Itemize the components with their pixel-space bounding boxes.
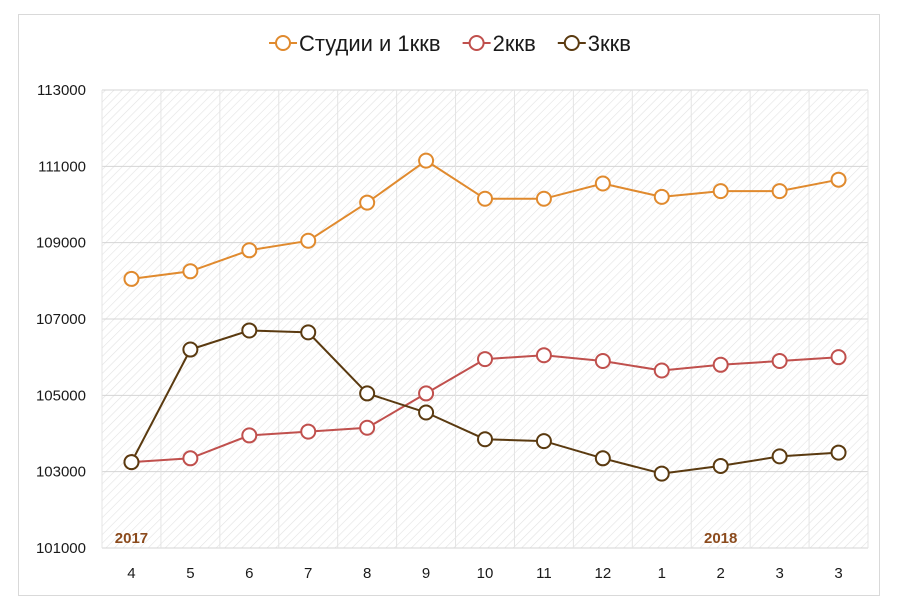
x-tick-label-5: 9	[422, 565, 430, 582]
series-0-point-4	[359, 194, 376, 211]
y-tick-label-0: 101000	[36, 540, 86, 557]
series-0-point-6	[477, 190, 493, 207]
year-label-0: 2017	[115, 530, 148, 547]
legend-marker-1	[468, 35, 485, 51]
series-0-point-1	[182, 263, 199, 280]
y-tick-label-1: 103000	[36, 464, 86, 481]
x-tick-label-11: 3	[775, 565, 783, 582]
series-2-point-11	[771, 448, 788, 465]
series-1-point-6	[477, 351, 493, 368]
x-tick-label-10: 2	[717, 565, 725, 582]
series-2-point-6	[477, 431, 493, 448]
x-tick-label-0: 4	[127, 565, 135, 582]
y-tick-label-5: 111000	[38, 158, 86, 175]
series-0-point-7	[535, 190, 552, 207]
series-1-point-11	[771, 352, 788, 369]
x-tick-label-7: 11	[536, 565, 552, 582]
legend: Студии и 1ккв 2ккв 3ккв	[269, 31, 631, 56]
series-1-point-9	[653, 362, 670, 379]
series-2-point-12	[830, 444, 847, 461]
series-2-point-10	[712, 457, 729, 474]
series-markers	[123, 152, 847, 482]
series-1-point-3	[300, 423, 317, 440]
series-0-point-9	[653, 188, 670, 205]
series-1-point-7	[535, 347, 552, 364]
x-tick-label-3: 7	[304, 565, 312, 582]
series-1-point-2	[241, 427, 258, 444]
series-0-point-3	[300, 232, 317, 249]
series-1-point-1	[182, 450, 199, 467]
y-tick-label-2: 105000	[36, 387, 86, 404]
series-2-point-7	[535, 433, 552, 450]
series-2-point-3	[300, 324, 317, 341]
legend-marker-0	[275, 35, 292, 51]
y-axis: 101000 103000 105000 107000 109000 111000 1130…	[36, 82, 86, 557]
x-tick-label-8: 12	[595, 565, 612, 582]
x-tick-label-2: 6	[245, 565, 253, 582]
series-1-point-12	[830, 349, 847, 366]
series-2-point-5	[418, 404, 435, 421]
x-tick-label-1: 5	[186, 565, 194, 582]
legend-label-1: 2ккв	[493, 31, 536, 56]
series-1-point-8	[594, 352, 611, 369]
x-tick-label-4: 8	[363, 565, 371, 582]
y-tick-label-4: 109000	[36, 235, 86, 252]
x-axis: 4 5 6 7 8 9 10 11 12 1 2 3 3	[127, 565, 842, 582]
x-tick-label-12: 3	[834, 565, 842, 582]
x-tick-label-6: 10	[477, 565, 494, 582]
legend-label-2: 3ккв	[588, 31, 631, 56]
gridlines	[101, 89, 869, 549]
series-0-point-0	[123, 270, 140, 287]
year-label-1: 2018	[704, 530, 737, 547]
series-0-point-5	[418, 152, 435, 169]
series-2-point-2	[241, 322, 258, 339]
series-1-point-10	[712, 356, 729, 373]
series-2-point-8	[594, 450, 611, 467]
series-0-point-8	[594, 175, 611, 192]
y-tick-label-6: 113000	[37, 82, 86, 99]
series-2-point-0	[123, 454, 140, 471]
y-tick-label-3: 107000	[36, 311, 86, 328]
series-0-point-12	[830, 171, 847, 188]
legend-label-0: Студии и 1ккв	[299, 31, 441, 56]
x-tick-label-9: 1	[658, 565, 666, 582]
year-labels: 2017 2018	[115, 530, 738, 547]
series-0-point-11	[771, 183, 788, 200]
legend-marker-2	[563, 35, 580, 51]
series-0-point-2	[241, 242, 258, 259]
series-2-point-9	[653, 465, 670, 482]
series-1-point-5	[418, 385, 435, 402]
series-2-point-1	[182, 341, 199, 358]
series-0-point-10	[712, 183, 729, 200]
series-1-point-4	[359, 419, 376, 436]
series-2-point-4	[359, 385, 376, 402]
